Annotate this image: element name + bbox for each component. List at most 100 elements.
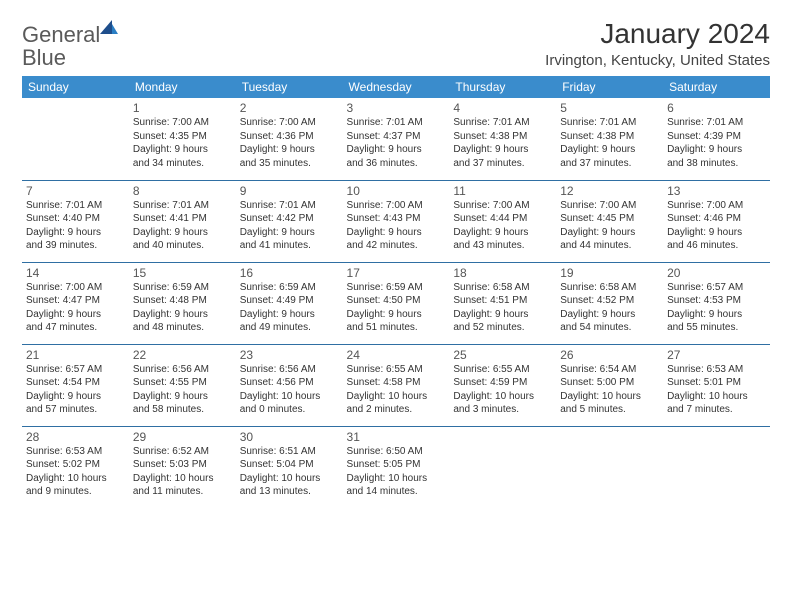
day-number: 14	[26, 266, 125, 280]
daylight-line-1: Daylight: 10 hours	[240, 472, 339, 486]
sunset-line: Sunset: 4:53 PM	[667, 294, 766, 308]
day-number: 27	[667, 348, 766, 362]
calendar-cell: 7Sunrise: 7:01 AMSunset: 4:40 PMDaylight…	[22, 180, 129, 262]
day-info: Sunrise: 6:51 AMSunset: 5:04 PMDaylight:…	[240, 445, 339, 499]
day-info: Sunrise: 6:55 AMSunset: 4:58 PMDaylight:…	[347, 363, 446, 417]
day-header: Thursday	[449, 76, 556, 98]
daylight-line-1: Daylight: 10 hours	[667, 390, 766, 404]
calendar-cell: 21Sunrise: 6:57 AMSunset: 4:54 PMDayligh…	[22, 344, 129, 426]
calendar-cell	[556, 426, 663, 508]
daylight-line-2: and 55 minutes.	[667, 321, 766, 335]
day-number: 21	[26, 348, 125, 362]
day-number: 23	[240, 348, 339, 362]
calendar-cell: 9Sunrise: 7:01 AMSunset: 4:42 PMDaylight…	[236, 180, 343, 262]
calendar-cell: 6Sunrise: 7:01 AMSunset: 4:39 PMDaylight…	[663, 98, 770, 180]
location: Irvington, Kentucky, United States	[545, 52, 770, 69]
calendar-cell: 12Sunrise: 7:00 AMSunset: 4:45 PMDayligh…	[556, 180, 663, 262]
day-number: 28	[26, 430, 125, 444]
daylight-line-1: Daylight: 10 hours	[347, 390, 446, 404]
daylight-line-2: and 36 minutes.	[347, 157, 446, 171]
sunset-line: Sunset: 4:51 PM	[453, 294, 552, 308]
day-header: Sunday	[22, 76, 129, 98]
sunset-line: Sunset: 4:50 PM	[347, 294, 446, 308]
daylight-line-2: and 37 minutes.	[453, 157, 552, 171]
daylight-line-2: and 37 minutes.	[560, 157, 659, 171]
sunset-line: Sunset: 4:54 PM	[26, 376, 125, 390]
day-number: 2	[240, 101, 339, 115]
daylight-line-1: Daylight: 9 hours	[560, 308, 659, 322]
day-info: Sunrise: 6:50 AMSunset: 5:05 PMDaylight:…	[347, 445, 446, 499]
day-info: Sunrise: 7:00 AMSunset: 4:47 PMDaylight:…	[26, 281, 125, 335]
calendar-cell: 26Sunrise: 6:54 AMSunset: 5:00 PMDayligh…	[556, 344, 663, 426]
day-number: 11	[453, 184, 552, 198]
day-header: Friday	[556, 76, 663, 98]
daylight-line-1: Daylight: 9 hours	[133, 143, 232, 157]
calendar-table: SundayMondayTuesdayWednesdayThursdayFrid…	[22, 76, 770, 508]
daylight-line-2: and 57 minutes.	[26, 403, 125, 417]
daylight-line-1: Daylight: 9 hours	[347, 143, 446, 157]
daylight-line-2: and 54 minutes.	[560, 321, 659, 335]
calendar-cell	[22, 98, 129, 180]
day-header-row: SundayMondayTuesdayWednesdayThursdayFrid…	[22, 76, 770, 98]
calendar-cell: 13Sunrise: 7:00 AMSunset: 4:46 PMDayligh…	[663, 180, 770, 262]
sunset-line: Sunset: 5:04 PM	[240, 458, 339, 472]
day-info: Sunrise: 6:53 AMSunset: 5:01 PMDaylight:…	[667, 363, 766, 417]
sunrise-line: Sunrise: 7:00 AM	[453, 199, 552, 213]
day-info: Sunrise: 7:00 AMSunset: 4:44 PMDaylight:…	[453, 199, 552, 253]
day-info: Sunrise: 7:01 AMSunset: 4:38 PMDaylight:…	[560, 116, 659, 170]
day-info: Sunrise: 7:01 AMSunset: 4:38 PMDaylight:…	[453, 116, 552, 170]
day-info: Sunrise: 6:56 AMSunset: 4:55 PMDaylight:…	[133, 363, 232, 417]
daylight-line-1: Daylight: 10 hours	[133, 472, 232, 486]
sunset-line: Sunset: 4:43 PM	[347, 212, 446, 226]
day-number: 26	[560, 348, 659, 362]
daylight-line-2: and 35 minutes.	[240, 157, 339, 171]
daylight-line-1: Daylight: 9 hours	[453, 308, 552, 322]
daylight-line-2: and 58 minutes.	[133, 403, 232, 417]
calendar-cell: 31Sunrise: 6:50 AMSunset: 5:05 PMDayligh…	[343, 426, 450, 508]
logo-word2: Blue	[22, 45, 66, 70]
daylight-line-1: Daylight: 9 hours	[26, 308, 125, 322]
day-header: Tuesday	[236, 76, 343, 98]
day-number: 9	[240, 184, 339, 198]
daylight-line-1: Daylight: 9 hours	[347, 308, 446, 322]
calendar-cell: 16Sunrise: 6:59 AMSunset: 4:49 PMDayligh…	[236, 262, 343, 344]
daylight-line-1: Daylight: 9 hours	[240, 226, 339, 240]
daylight-line-2: and 9 minutes.	[26, 485, 125, 499]
day-info: Sunrise: 6:52 AMSunset: 5:03 PMDaylight:…	[133, 445, 232, 499]
day-info: Sunrise: 7:01 AMSunset: 4:41 PMDaylight:…	[133, 199, 232, 253]
daylight-line-1: Daylight: 9 hours	[133, 308, 232, 322]
sunset-line: Sunset: 4:56 PM	[240, 376, 339, 390]
sunset-line: Sunset: 4:38 PM	[560, 130, 659, 144]
daylight-line-2: and 52 minutes.	[453, 321, 552, 335]
day-number: 1	[133, 101, 232, 115]
calendar-cell: 1Sunrise: 7:00 AMSunset: 4:35 PMDaylight…	[129, 98, 236, 180]
sunrise-line: Sunrise: 7:00 AM	[133, 116, 232, 130]
daylight-line-1: Daylight: 9 hours	[453, 226, 552, 240]
calendar-cell: 8Sunrise: 7:01 AMSunset: 4:41 PMDaylight…	[129, 180, 236, 262]
daylight-line-2: and 51 minutes.	[347, 321, 446, 335]
calendar-cell: 30Sunrise: 6:51 AMSunset: 5:04 PMDayligh…	[236, 426, 343, 508]
title-block: January 2024 Irvington, Kentucky, United…	[545, 18, 770, 69]
calendar-cell: 27Sunrise: 6:53 AMSunset: 5:01 PMDayligh…	[663, 344, 770, 426]
sunset-line: Sunset: 4:42 PM	[240, 212, 339, 226]
sunset-line: Sunset: 4:39 PM	[667, 130, 766, 144]
daylight-line-1: Daylight: 10 hours	[240, 390, 339, 404]
calendar-cell: 25Sunrise: 6:55 AMSunset: 4:59 PMDayligh…	[449, 344, 556, 426]
sunrise-line: Sunrise: 6:57 AM	[667, 281, 766, 295]
sunrise-line: Sunrise: 6:55 AM	[347, 363, 446, 377]
daylight-line-2: and 38 minutes.	[667, 157, 766, 171]
sunset-line: Sunset: 5:02 PM	[26, 458, 125, 472]
day-header: Wednesday	[343, 76, 450, 98]
sunrise-line: Sunrise: 7:01 AM	[667, 116, 766, 130]
daylight-line-1: Daylight: 9 hours	[667, 308, 766, 322]
sunrise-line: Sunrise: 6:58 AM	[560, 281, 659, 295]
sunrise-line: Sunrise: 6:50 AM	[347, 445, 446, 459]
calendar-cell: 4Sunrise: 7:01 AMSunset: 4:38 PMDaylight…	[449, 98, 556, 180]
daylight-line-2: and 7 minutes.	[667, 403, 766, 417]
day-info: Sunrise: 7:00 AMSunset: 4:46 PMDaylight:…	[667, 199, 766, 253]
daylight-line-1: Daylight: 9 hours	[560, 226, 659, 240]
sunset-line: Sunset: 4:35 PM	[133, 130, 232, 144]
daylight-line-2: and 0 minutes.	[240, 403, 339, 417]
sunrise-line: Sunrise: 6:54 AM	[560, 363, 659, 377]
day-info: Sunrise: 6:56 AMSunset: 4:56 PMDaylight:…	[240, 363, 339, 417]
